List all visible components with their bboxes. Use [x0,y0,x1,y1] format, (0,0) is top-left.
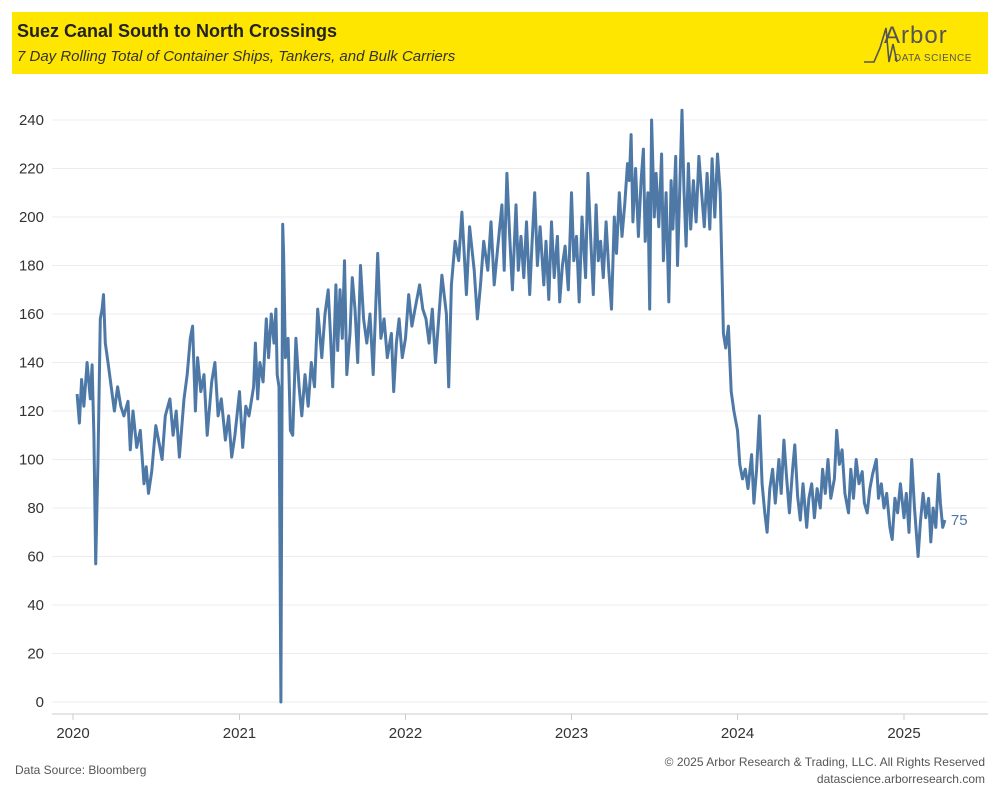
y-tick-label: 160 [19,306,44,323]
y-tick-label: 0 [36,694,44,711]
chart-subtitle: 7 Day Rolling Total of Container Ships, … [17,48,456,65]
x-tick-label: 2021 [223,725,256,742]
x-tick-label: 2023 [555,725,588,742]
footer-credits: © 2025 Arbor Research & Trading, LLC. Al… [665,754,985,788]
last-value-label: 75 [951,512,968,529]
website-link[interactable]: datascience.arborresearch.com [816,772,985,786]
chart-title: Suez Canal South to North Crossings [17,21,338,41]
y-tick-label: 80 [27,500,44,517]
x-axis: 2020 2021 2022 2023 2024 2025 [52,713,988,742]
x-tick-label: 2020 [56,725,89,742]
y-tick-label: 140 [19,355,44,372]
x-tick-label: 2022 [389,725,422,742]
y-tick-label: 120 [19,403,44,420]
y-tick-label: 60 [27,549,44,566]
copyright-notice: © 2025 Arbor Research & Trading, LLC. Al… [664,755,985,769]
x-tick-label: 2024 [721,725,754,742]
series-line [75,108,947,704]
y-tick-label: 40 [27,597,44,614]
y-tick-label: 20 [27,646,44,663]
y-tick-label: 240 [19,112,44,129]
logo-subtitle: DATA SCIENCE [894,53,972,64]
logo-mark-icon [864,27,898,63]
y-tick-label: 100 [19,452,44,469]
y-axis: 0 20 40 60 80 100 120 140 160 180 200 220 240 [19,112,44,711]
header-banner: Suez Canal South to North Crossings 7 Da… [12,12,988,74]
x-tick-label: 2025 [887,725,920,742]
arbor-logo: Arbor DATA SCIENCE [862,20,974,68]
y-tick-label: 200 [19,209,44,226]
data-source: Data Source: Bloomberg [15,763,147,777]
logo-word: Arbor [884,22,948,49]
y-tick-label: 180 [19,258,44,275]
y-tick-label: 220 [19,161,44,178]
gridlines [52,119,988,703]
